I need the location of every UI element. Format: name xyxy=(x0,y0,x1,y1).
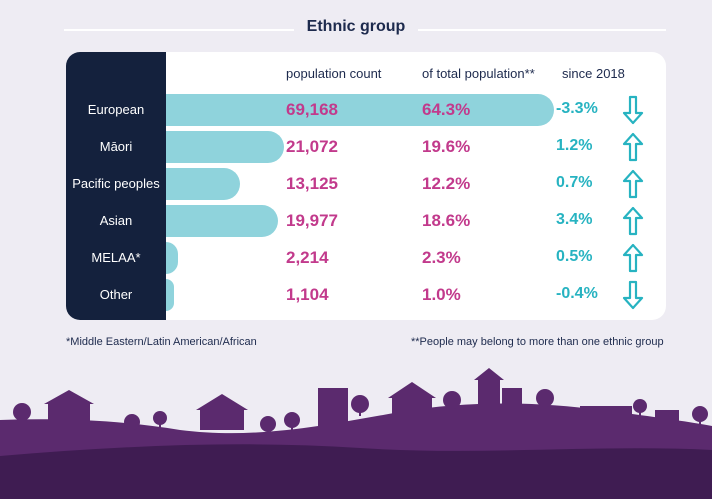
population-bar xyxy=(166,131,285,163)
title-rule-left xyxy=(64,29,294,31)
category-label: Asian xyxy=(99,213,133,228)
town-skyline-illustration xyxy=(0,368,712,499)
category-label: Other xyxy=(99,287,133,302)
hill-foreground xyxy=(0,444,712,499)
category-label: European xyxy=(87,102,145,117)
change-since-2018-label: 0.5% xyxy=(556,248,593,265)
arrow-up-icon xyxy=(622,132,644,162)
category-label: Pacific peoples xyxy=(72,176,160,191)
arrow-down-icon xyxy=(622,280,644,310)
percent-total-label: 12.2% xyxy=(422,174,471,193)
population-bar xyxy=(166,242,179,274)
population-count-label: 21,072 xyxy=(286,137,338,156)
change-since-2018-label: 1.2% xyxy=(556,137,593,154)
population-count-label: 2,214 xyxy=(286,248,329,267)
header-percent-total: of total population** xyxy=(422,66,535,81)
arrow-up-icon xyxy=(622,243,644,273)
change-since-2018-label: -3.3% xyxy=(556,100,598,117)
chart-title: Ethnic group xyxy=(306,18,406,35)
arrow-up-icon xyxy=(622,169,644,199)
population-count-label: 1,104 xyxy=(286,285,329,304)
percent-total-label: 19.6% xyxy=(422,137,471,156)
footnote-multiple-groups: **People may belong to more than one eth… xyxy=(411,336,664,348)
population-count-label: 69,168 xyxy=(286,100,338,119)
trees xyxy=(13,389,708,434)
buildings xyxy=(44,368,679,430)
change-since-2018-label: 0.7% xyxy=(556,174,593,191)
header-population-count: population count xyxy=(286,66,382,81)
percent-total-label: 1.0% xyxy=(422,285,461,304)
category-label-panel xyxy=(66,52,166,320)
population-bar xyxy=(166,205,279,237)
change-since-2018-label: -0.4% xyxy=(556,285,598,302)
footnote-melaa: *Middle Eastern/Latin American/African xyxy=(66,336,257,348)
chart-card: population count of total population** s… xyxy=(66,52,666,320)
percent-total-label: 18.6% xyxy=(422,211,471,230)
arrow-up-icon xyxy=(622,206,644,236)
population-count-label: 19,977 xyxy=(286,211,338,230)
category-label: MELAA* xyxy=(91,250,141,265)
change-since-2018-label: 3.4% xyxy=(556,211,593,228)
population-bar xyxy=(166,168,240,200)
percent-total-label: 2.3% xyxy=(422,248,461,267)
title-rule-right xyxy=(418,29,666,31)
chart-title-bar: Ethnic group xyxy=(0,18,712,42)
population-count-label: 13,125 xyxy=(286,174,338,193)
category-label: Māori xyxy=(99,139,133,154)
population-bar xyxy=(166,94,554,126)
header-since-2018: since 2018 xyxy=(562,66,625,81)
population-bar xyxy=(166,279,174,311)
arrow-down-icon xyxy=(622,95,644,125)
percent-total-label: 64.3% xyxy=(422,100,471,119)
